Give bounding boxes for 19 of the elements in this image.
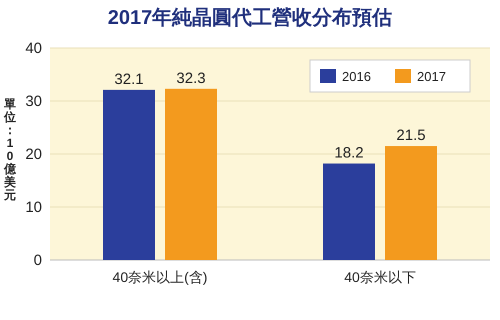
data-label: 18.2 [334, 144, 364, 162]
y-tick-label: 10 [25, 199, 42, 216]
y-tick-label: 30 [25, 93, 42, 110]
data-label: 21.5 [396, 127, 426, 144]
legend-label: 2017 [417, 69, 446, 84]
x-tick-label: 40奈米以下 [344, 269, 416, 285]
legend-label: 2016 [342, 69, 371, 84]
chart-title: 2017年純晶圓代工營收分布預估 [108, 7, 392, 29]
bar [103, 90, 155, 260]
data-label: 32.1 [114, 70, 144, 88]
y-tick-label: 20 [25, 146, 42, 163]
x-tick-label: 40奈米以上(含) [112, 269, 208, 285]
bar [323, 164, 375, 260]
data-label: 32.3 [176, 70, 206, 87]
bar [165, 88, 217, 260]
y-tick-label: 40 [25, 40, 42, 57]
y-axis-title: 單位：10億美元 [3, 97, 17, 202]
y-tick-label: 0 [34, 252, 42, 269]
bar [385, 146, 437, 260]
